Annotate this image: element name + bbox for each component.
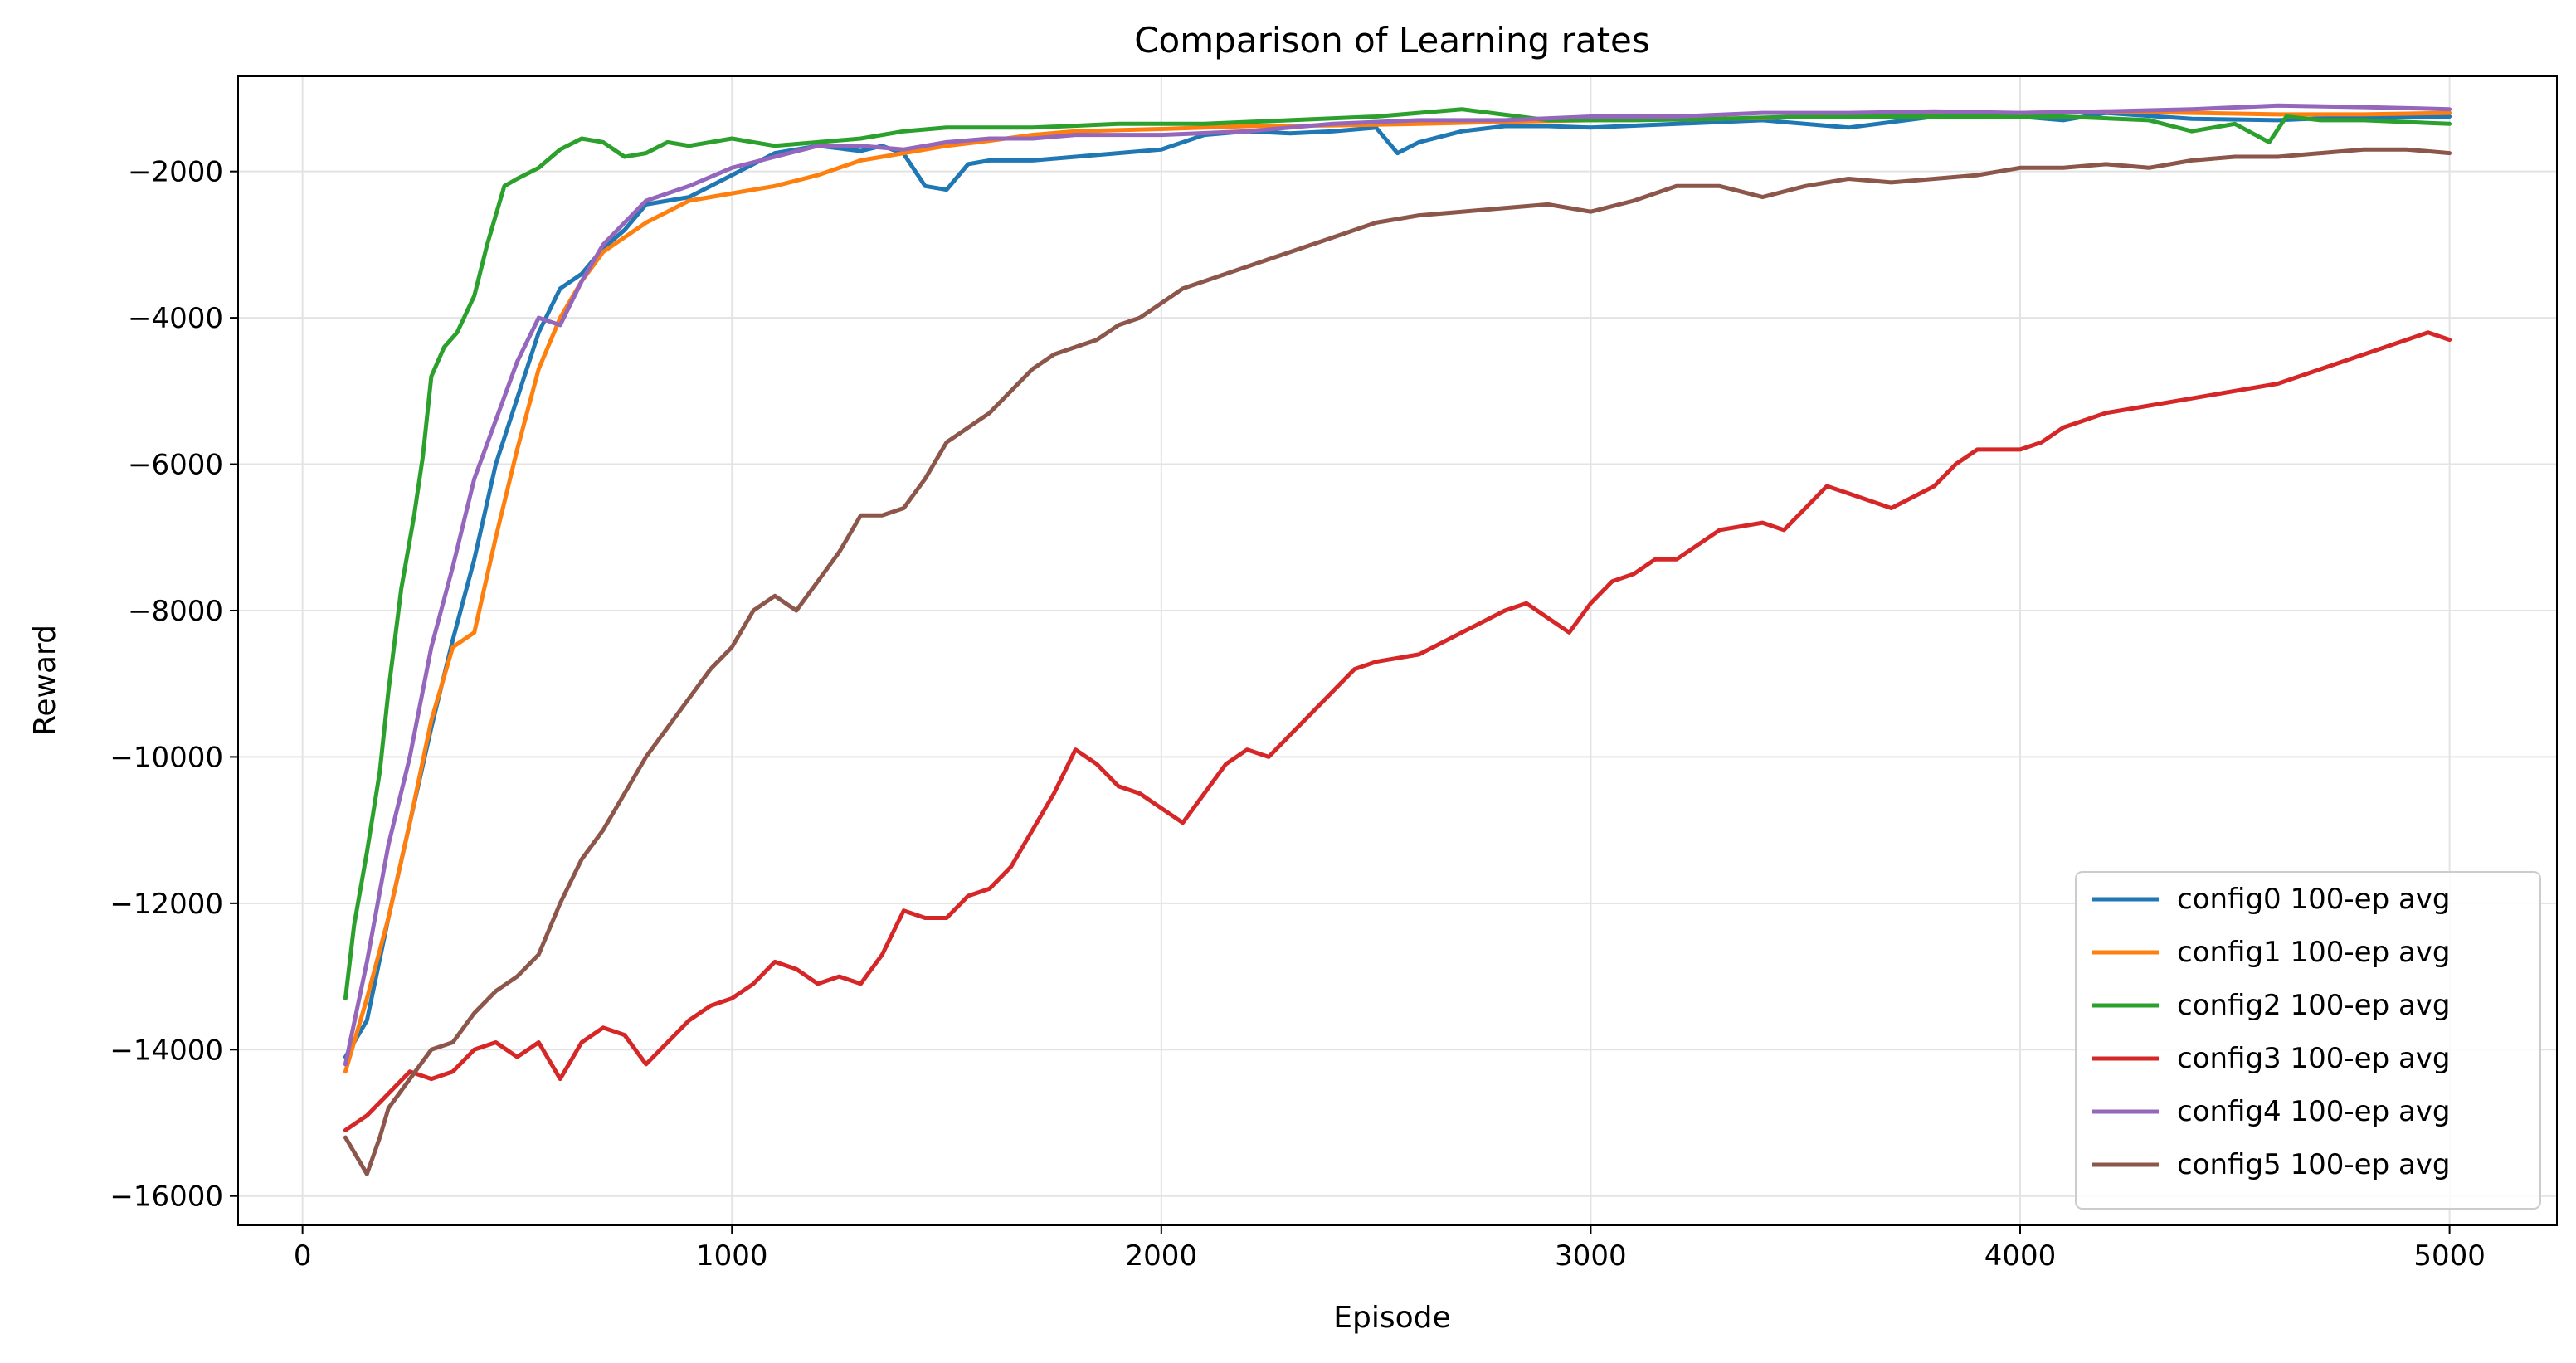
x-axis-label: Episode [1333,1301,1450,1335]
x-tick-label: 3000 [1555,1239,1627,1273]
y-tick-label: −16000 [110,1180,223,1214]
x-tick-label: 0 [294,1239,312,1273]
y-tick-label: −8000 [128,595,223,628]
series-line-config5 [343,147,2452,1176]
series-line-config0 [343,110,2452,1059]
x-tick-label: 5000 [2413,1239,2486,1273]
legend-label: config0 100-ep avg [2177,883,2451,916]
plot-frame [237,75,2558,1226]
legend-label: config4 100-ep avg [2177,1095,2451,1128]
series-lines [343,103,2452,1176]
y-tick-label: −6000 [128,449,223,482]
y-tick-label: −2000 [128,156,223,189]
legend-label: config5 100-ep avg [2177,1148,2451,1181]
x-tick-label: 4000 [1984,1239,2057,1273]
y-tick-label: −12000 [110,888,223,921]
legend-label: config1 100-ep avg [2177,936,2451,969]
legend-label: config2 100-ep avg [2177,989,2451,1022]
legend: config0 100-ep avg config1 100-ep avg conf… [2075,871,2541,1210]
x-tick-label: 1000 [696,1239,768,1273]
series-line-config3 [343,330,2452,1132]
series-line-config2 [343,107,2452,1000]
grid-lines [238,76,2557,1225]
y-tick-label: −4000 [128,302,223,335]
y-axis-label: Reward [28,625,62,736]
y-tick-label: −10000 [110,741,223,774]
x-tick-label: 2000 [1126,1239,1198,1273]
legend-box [2075,871,2541,1210]
series-line-config4 [343,103,2452,1067]
y-tick-label: −14000 [110,1034,223,1067]
legend-label: config3 100-ep avg [2177,1042,2451,1075]
axis-ticks: 0 1000 2000 3000 4000 5000 −16000 −14000 −12000 −… [110,156,2486,1273]
chart-title: Comparison of Learning rates [1134,20,1650,61]
